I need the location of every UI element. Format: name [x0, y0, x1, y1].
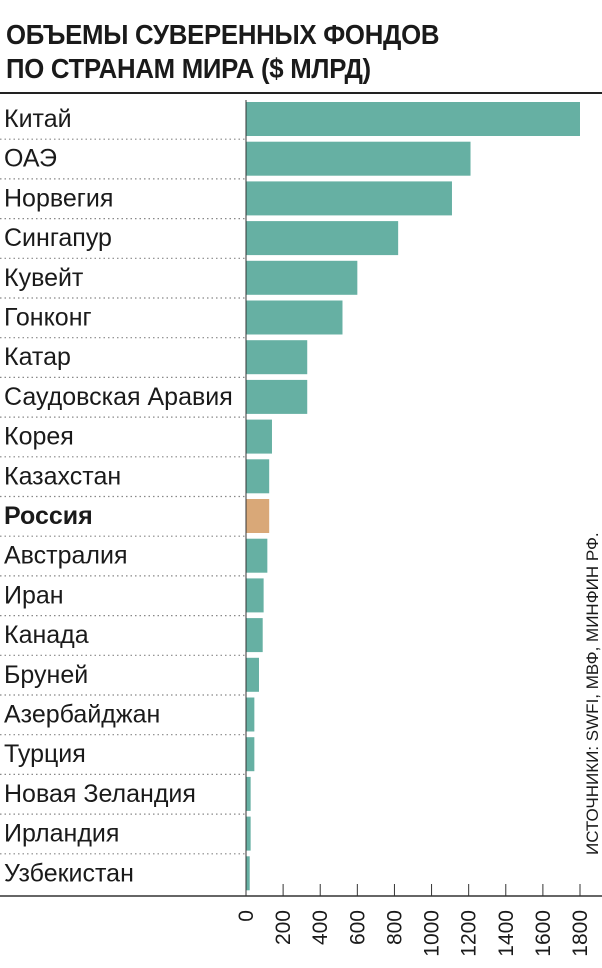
bar-14	[246, 618, 263, 653]
bar-5	[246, 260, 358, 295]
category-label-8: Саудовская Аравия	[4, 383, 233, 411]
category-label-9: Корея	[4, 423, 74, 451]
x-tick-label-6: 1000	[421, 910, 444, 957]
category-label-3: Норвегия	[4, 184, 113, 212]
bar-9	[246, 419, 272, 454]
category-label-14: Канада	[4, 621, 89, 649]
category-label-13: Иран	[4, 581, 64, 609]
bar-1	[246, 102, 580, 136]
bar-20	[246, 856, 250, 891]
bar-12	[246, 538, 268, 573]
x-tick-label-1: 0	[235, 910, 258, 922]
title-divider	[0, 92, 602, 94]
category-label-4: Сингапур	[4, 224, 112, 252]
source-note: ИСТОЧНИКИ: SWFI, МВФ, МИНФИН РФ.	[583, 532, 602, 855]
category-label-19: Ирландия	[4, 820, 119, 848]
bar-13	[246, 578, 264, 613]
category-label-2: ОАЭ	[4, 145, 57, 173]
chart-title-line-1: ОБЪЕМЫ СУВЕРЕННЫХ ФОНДОВ	[6, 19, 440, 50]
category-label-10: Казахстан	[4, 462, 121, 490]
category-label-6: Гонконг	[4, 304, 92, 332]
x-tick-label-2: 200	[272, 910, 295, 945]
bar-6	[246, 300, 343, 335]
bar-19	[246, 816, 251, 851]
x-tick-label-4: 600	[346, 910, 369, 945]
chart-title: ОБЪЕМЫ СУВЕРЕННЫХ ФОНДОВ ПО СТРАНАМ МИРА…	[6, 18, 549, 86]
bar-15	[246, 657, 259, 692]
category-label-12: Австралия	[4, 542, 128, 570]
bar-8	[246, 379, 308, 414]
category-label-18: Новая Зеландия	[4, 780, 196, 808]
bar-3	[246, 181, 452, 216]
bar-2	[246, 141, 471, 176]
bar-17	[246, 737, 255, 772]
x-tick-label-5: 800	[383, 910, 406, 945]
bar-7	[246, 340, 308, 375]
chart-title-line-2: ПО СТРАНАМ МИРА ($ МЛРД)	[6, 53, 371, 84]
x-tick-label-3: 400	[309, 910, 332, 945]
bar-10	[246, 459, 270, 494]
category-label-17: Турция	[4, 740, 86, 768]
x-tick-label-10: 1800	[569, 910, 592, 957]
category-label-16: Азербайджан	[4, 701, 160, 729]
category-label-15: Бруней	[4, 661, 88, 689]
category-label-7: Катар	[4, 343, 71, 371]
category-label-5: Кувейт	[4, 264, 84, 292]
category-label-1: Китай	[4, 105, 72, 133]
bar-11	[246, 499, 270, 533]
x-tick-label-9: 1600	[532, 910, 555, 957]
category-label-11: Россия	[4, 502, 93, 530]
x-tick-label-7: 1200	[458, 910, 481, 957]
bar-16	[246, 697, 255, 732]
bar-4	[246, 221, 399, 256]
x-tick-label-8: 1400	[495, 910, 518, 957]
bar-18	[246, 776, 251, 811]
category-label-20: Узбекистан	[4, 859, 134, 887]
